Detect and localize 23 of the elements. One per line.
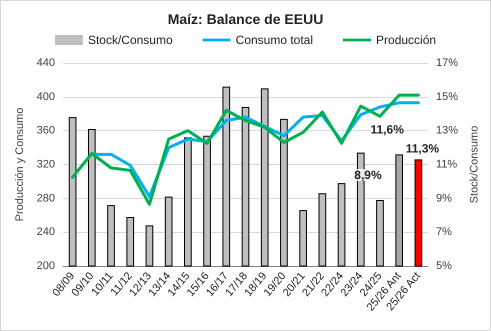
data-label: 11,3% [406,141,440,156]
y-tick-label: 400 [36,90,55,103]
y-tick-label: 360 [36,124,55,137]
y-tick-label: 320 [36,158,55,170]
y-tick-label: 200 [36,260,55,272]
y2-tick-label: 17% [436,57,458,69]
y2-tick-label: 7% [436,226,452,238]
y-axis-title: Producción y Consumo [14,108,26,222]
y2-tick-label: 5% [436,260,452,272]
y2-tick-label: 13% [436,124,458,137]
legend-label: Stock/Consumo [88,33,173,47]
data-label: 11,6% [370,122,404,136]
chart-title: Maíz: Balance de EEUU [168,11,324,27]
y2-axis-title: Stock/Consumo [468,126,480,204]
y2-tick-label: 15% [436,90,458,103]
data-label: 8,9% [354,168,382,182]
y-tick-label: 240 [36,226,55,238]
y2-tick-label: 11% [436,158,458,170]
y2-tick-label: 9% [436,192,452,204]
legend-label: Consumo total [236,33,314,47]
y-tick-label: 280 [36,192,55,204]
y-tick-label: 440 [36,57,55,69]
legend-label: Producción [376,33,436,47]
